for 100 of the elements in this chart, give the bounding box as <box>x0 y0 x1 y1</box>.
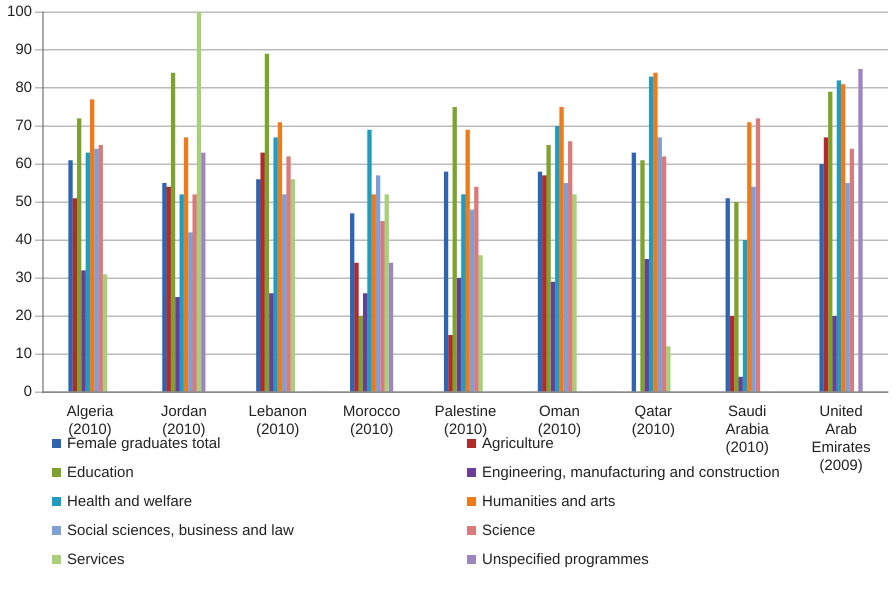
x-tick-label: Saudi Arabia (2010) <box>725 403 770 456</box>
bar <box>278 122 282 392</box>
bar <box>461 194 466 392</box>
bar <box>90 99 94 392</box>
bar <box>98 145 103 392</box>
bar <box>648 76 654 392</box>
bar <box>466 130 470 392</box>
bar <box>264 54 270 392</box>
bar <box>640 160 645 392</box>
bar <box>653 72 658 392</box>
x-tick-label: Palestine (2010) <box>434 403 496 438</box>
bar <box>474 186 478 392</box>
bar <box>448 335 453 392</box>
bar <box>81 270 86 392</box>
bar <box>819 164 824 392</box>
legend-label: Humanities and arts <box>482 492 616 510</box>
bar <box>632 152 636 392</box>
bar <box>742 240 748 392</box>
y-tick-label: 20 <box>15 307 32 324</box>
y-tick-label: 0 <box>24 383 32 400</box>
bar <box>828 92 832 392</box>
bar <box>376 175 380 392</box>
legend-label: Engineering, manufacturing and construction <box>482 464 780 480</box>
y-tick-label: 80 <box>15 79 32 96</box>
bar <box>644 259 649 392</box>
legend-label: Health and welfare <box>67 492 192 510</box>
x-tick-label: Lebanon (2010) <box>248 403 307 438</box>
bar <box>180 194 184 392</box>
bar <box>354 262 359 392</box>
bar <box>384 194 389 392</box>
bar <box>747 122 752 392</box>
x-tick-label: Jordan (2010) <box>160 403 207 438</box>
bar <box>572 194 577 392</box>
legend-label: Education <box>67 464 134 480</box>
bar <box>662 156 666 392</box>
x-tick-label: United Arab Emirates (2009) <box>811 403 871 474</box>
bar <box>162 183 167 392</box>
x-tick-label: Algeria (2010) <box>66 403 114 438</box>
bar <box>564 183 568 392</box>
bar <box>836 80 842 392</box>
bar <box>845 183 850 392</box>
bar <box>68 160 73 392</box>
y-tick-label: 40 <box>15 231 32 248</box>
bar <box>824 137 828 392</box>
bar <box>559 107 564 392</box>
bar <box>282 194 286 392</box>
bar <box>192 194 197 392</box>
y-tick-label: 10 <box>15 345 32 362</box>
y-tick-label: 90 <box>15 41 32 58</box>
bar <box>260 152 265 392</box>
bar <box>367 130 372 392</box>
bar <box>738 376 743 392</box>
bar <box>269 293 274 392</box>
bar <box>184 137 188 392</box>
bar <box>290 179 296 392</box>
legend-label: Unspecified programmes <box>482 550 649 568</box>
bar <box>658 137 662 392</box>
bar <box>170 72 176 392</box>
bar <box>102 274 108 392</box>
y-tick-label: 60 <box>15 155 32 172</box>
bar <box>273 137 278 392</box>
bar <box>734 202 739 392</box>
bar <box>550 282 556 392</box>
bar <box>756 118 760 392</box>
bar <box>726 198 730 392</box>
bar <box>72 198 78 392</box>
x-tick-label: Morocco (2010) <box>342 403 400 438</box>
bar <box>478 255 483 392</box>
bar <box>832 316 837 392</box>
bar <box>444 172 448 392</box>
legend-label: Services <box>67 550 125 568</box>
bar <box>751 186 756 392</box>
bar <box>730 316 734 392</box>
bar <box>362 293 368 392</box>
x-tick-label: Oman (2010) <box>538 403 582 438</box>
bar <box>256 179 260 392</box>
bar <box>86 152 90 392</box>
bar <box>666 346 671 392</box>
legend-label: Science <box>482 522 536 538</box>
bar <box>858 69 863 392</box>
bar <box>196 12 202 392</box>
bar <box>388 262 394 392</box>
bar <box>841 84 846 392</box>
bar <box>850 148 854 392</box>
bar <box>538 172 542 392</box>
bar <box>546 145 551 392</box>
x-tick-label: Qatar (2010) <box>632 403 675 438</box>
bar <box>358 316 363 392</box>
bar <box>201 152 206 392</box>
bar <box>470 210 474 392</box>
bar <box>568 141 572 392</box>
bar <box>94 148 99 392</box>
bar <box>175 297 180 392</box>
bar <box>166 186 171 392</box>
y-tick-label: 70 <box>15 117 32 134</box>
bar <box>380 221 385 392</box>
bar <box>542 175 546 392</box>
bar <box>77 118 82 392</box>
y-tick-label: 30 <box>15 269 32 286</box>
bar <box>555 126 560 392</box>
